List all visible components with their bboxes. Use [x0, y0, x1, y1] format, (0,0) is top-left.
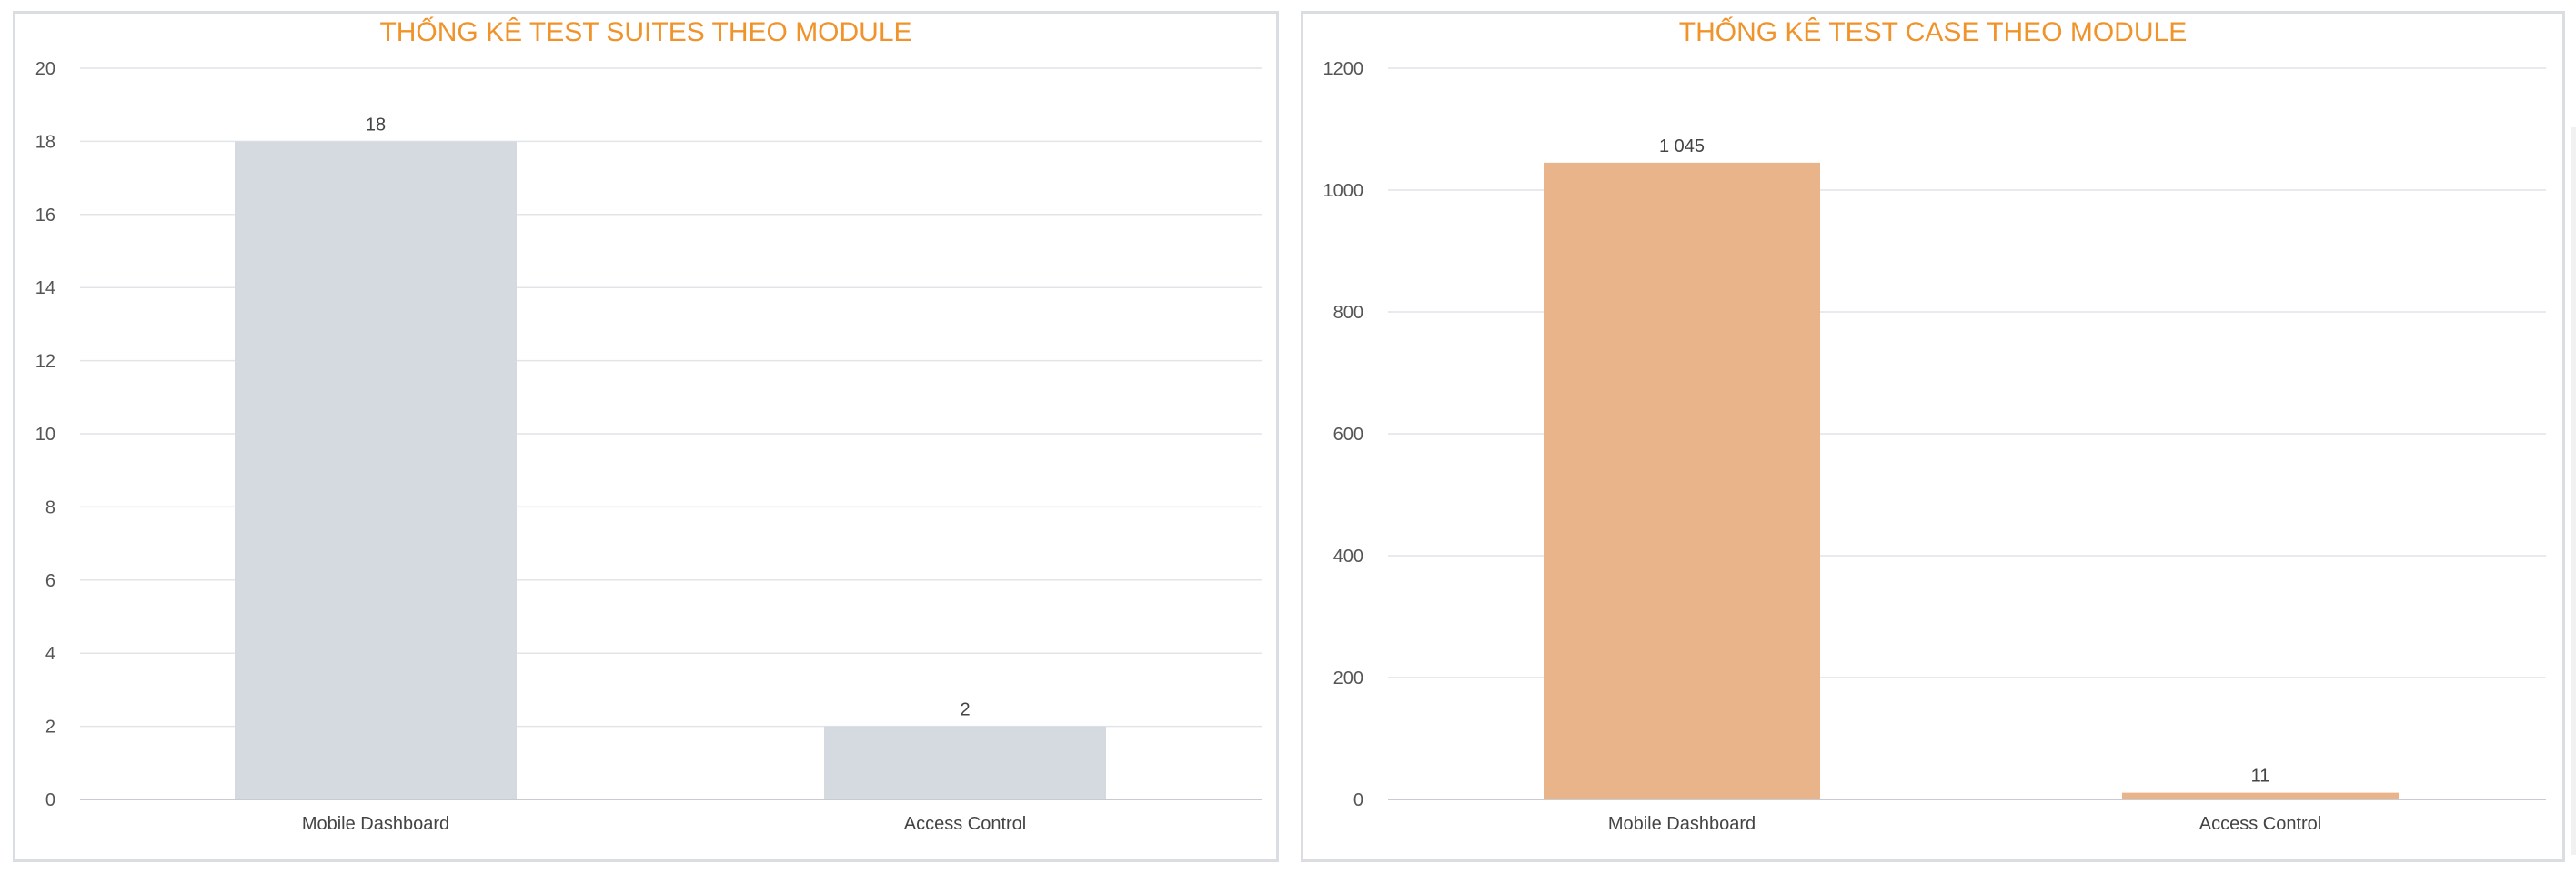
data-label: 2	[960, 700, 970, 720]
x-category-label: Access Control	[904, 814, 1027, 834]
chart-panel-test-cases: THỐNG KÊ TEST CASE THEO MODULE 0 200 400 60…	[1301, 11, 2565, 862]
chart-panel-test-suites: THỐNG KÊ TEST SUITES THEO MODULE 0 2 4 6 8 10…	[13, 11, 1279, 862]
bar-access-control[interactable]	[824, 726, 1106, 799]
y-tick-label: 400	[1333, 547, 1363, 567]
chart-svg-test-suites: 0 2 4 6 8 10 12 14 16 18 20 18 Mobile Dashboard 2 Acce…	[35, 59, 1262, 834]
chart-title: THỐNG KÊ TEST CASE THEO MODULE	[1678, 17, 2188, 47]
y-tick-label: 16	[35, 206, 55, 226]
y-tick-label: 20	[35, 59, 55, 79]
x-category-label: Mobile Dashboard	[1608, 814, 1756, 834]
y-tick-label: 1200	[1323, 59, 1364, 79]
y-tick-label: 12	[35, 352, 55, 372]
x-category-label: Mobile Dashboard	[302, 814, 449, 834]
data-label: 1 045	[1659, 136, 1705, 156]
bar-access-control[interactable]	[2122, 792, 2399, 799]
y-tick-label: 10	[35, 425, 55, 445]
y-tick-label: 1000	[1323, 181, 1364, 201]
y-tick-label: 2	[45, 718, 55, 738]
y-tick-label: 0	[1353, 790, 1363, 810]
y-tick-label: 600	[1333, 425, 1363, 445]
y-tick-label: 14	[35, 278, 55, 298]
x-category-label: Access Control	[2199, 814, 2322, 834]
bar-mobile-dashboard[interactable]	[235, 141, 517, 799]
y-tick-label: 18	[35, 132, 55, 152]
y-tick-label: 6	[45, 571, 55, 591]
chart-svg-test-cases: 0 200 400 600 800 1000 1200 1 045 Mobile Dashboa…	[1323, 59, 2546, 834]
y-tick-label: 0	[45, 790, 55, 810]
chart-title: THỐNG KÊ TEST SUITES THEO MODULE	[379, 17, 912, 47]
y-tick-label: 800	[1333, 303, 1363, 323]
y-tick-label: 8	[45, 497, 55, 517]
bar-mobile-dashboard[interactable]	[1544, 162, 1820, 800]
y-tick-label: 200	[1333, 668, 1363, 688]
data-label: 18	[366, 115, 386, 135]
data-label: 11	[2251, 767, 2270, 787]
y-tick-label: 4	[45, 644, 55, 664]
page-scrollbar[interactable]	[2571, 127, 2576, 855]
